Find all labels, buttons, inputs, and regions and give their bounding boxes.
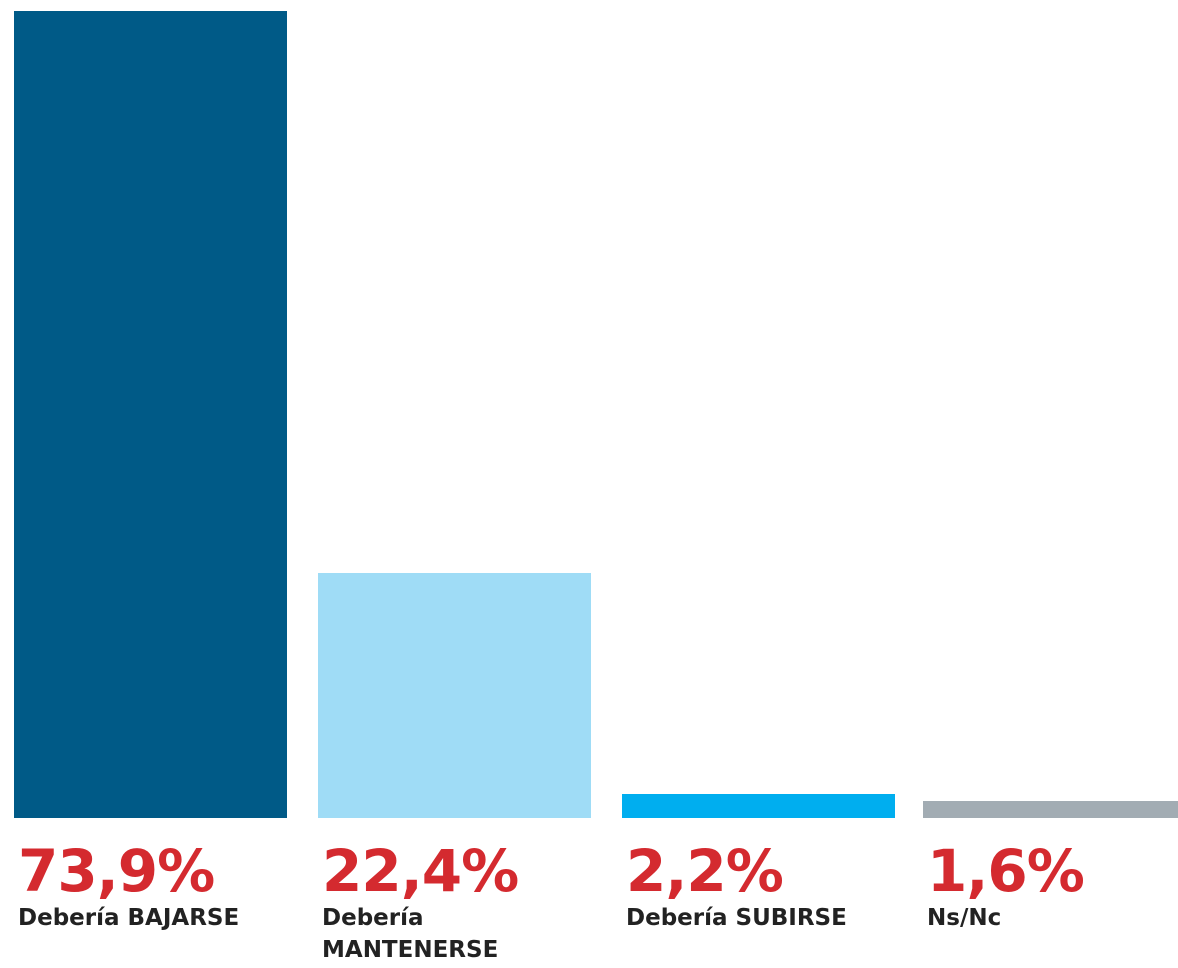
category-label: Debería SUBIRSE bbox=[626, 905, 847, 931]
value-label: 1,6% bbox=[927, 837, 1085, 905]
bar-3 bbox=[622, 794, 895, 818]
bar-2 bbox=[318, 573, 591, 818]
value-label: 2,2% bbox=[626, 837, 784, 905]
bar-label-block-3: 2,2% Debería SUBIRSE bbox=[626, 838, 906, 934]
bar-1 bbox=[14, 11, 287, 818]
category-label: Debería MANTENERSE bbox=[322, 905, 499, 963]
bar-4 bbox=[923, 801, 1178, 818]
bar-label-block-1: 73,9% Debería BAJARSE bbox=[18, 838, 298, 934]
category-label: Debería BAJARSE bbox=[18, 905, 240, 931]
bar-label-block-4: 1,6% Ns/Nc bbox=[927, 838, 1178, 934]
value-label: 73,9% bbox=[18, 837, 215, 905]
bar-label-block-2: 22,4% Debería MANTENERSE bbox=[322, 838, 542, 966]
value-label: 22,4% bbox=[322, 837, 519, 905]
category-label: Ns/Nc bbox=[927, 905, 1002, 931]
